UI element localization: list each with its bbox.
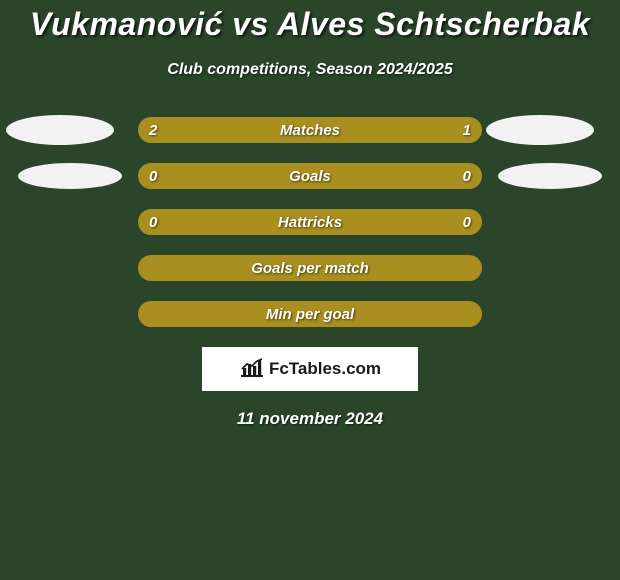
- page-subtitle: Club competitions, Season 2024/2025: [0, 61, 620, 79]
- stat-value-left: 0: [149, 210, 157, 235]
- stat-row: 00Goals: [0, 163, 620, 189]
- stat-row: 00Hattricks: [0, 209, 620, 235]
- stat-bar: Min per goal: [138, 301, 482, 327]
- stat-bar: 21Matches: [138, 117, 482, 143]
- stat-row: Goals per match: [0, 255, 620, 281]
- player-right-ellipse: [498, 163, 602, 189]
- stat-value-right: 1: [463, 118, 471, 143]
- stat-bar-left-fill: [139, 118, 365, 142]
- stat-bar: 00Hattricks: [138, 209, 482, 235]
- page-title: Vukmanović vs Alves Schtscherbak: [0, 0, 620, 43]
- stat-value-right: 0: [463, 210, 471, 235]
- stat-bar-left-fill: [139, 256, 481, 280]
- stat-bar-left-fill: [139, 164, 481, 188]
- player-left-ellipse: [6, 115, 114, 145]
- date-label: 11 november 2024: [0, 409, 620, 429]
- stat-bar: 00Goals: [138, 163, 482, 189]
- player-left-ellipse: [18, 163, 122, 189]
- brand-text: FcTables.com: [269, 359, 381, 379]
- stat-row: Min per goal: [0, 301, 620, 327]
- brand-box: FcTables.com: [202, 347, 418, 391]
- player-right-ellipse: [486, 115, 594, 145]
- chart-bars-icon: [239, 356, 265, 383]
- comparison-infographic: Vukmanović vs Alves Schtscherbak Club co…: [0, 0, 620, 580]
- stat-value-right: 0: [463, 164, 471, 189]
- stat-bar-left-fill: [139, 302, 481, 326]
- stat-value-left: 0: [149, 164, 157, 189]
- stat-bar-left-fill: [139, 210, 481, 234]
- stat-row: 21Matches: [0, 117, 620, 143]
- stat-bar: Goals per match: [138, 255, 482, 281]
- stat-value-left: 2: [149, 118, 157, 143]
- stats-rows: 21Matches00Goals00HattricksGoals per mat…: [0, 117, 620, 327]
